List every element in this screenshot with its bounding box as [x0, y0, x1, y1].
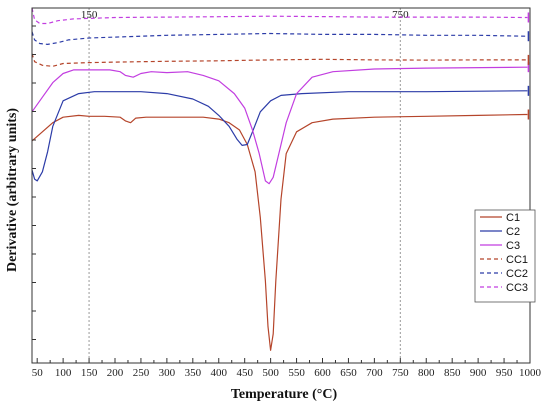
legend-label-cc2: CC2	[506, 268, 528, 280]
x-tick-label: 950	[496, 367, 513, 379]
legend-label-c2: C2	[506, 226, 520, 238]
series-layer	[31, 7, 530, 351]
legend: C1 C2 C3 CC1 CC2 CC3	[474, 209, 536, 303]
x-tick-label: 750	[392, 367, 409, 379]
legend-box	[474, 209, 536, 303]
legend-label-c3: C3	[506, 240, 520, 252]
series-line-c2	[31, 90, 528, 182]
x-axis: 50 100 150 200 250 300 350 400 450 500 550 600 650 70…	[32, 358, 542, 379]
x-tick-label: 1000	[519, 367, 542, 379]
x-tick-label: 800	[418, 367, 435, 379]
x-tick-label: 300	[159, 367, 176, 379]
x-tick-label: 400	[211, 367, 228, 379]
x-tick-label: 150	[81, 367, 98, 379]
x-tick-label: 50	[32, 367, 44, 379]
reference-line-label: 150	[81, 9, 98, 21]
x-tick-label: 200	[107, 367, 124, 379]
series-line-cc1	[31, 53, 528, 67]
series-line-c1	[31, 113, 528, 351]
x-tick-label: 450	[236, 367, 253, 379]
series-line-cc3	[31, 7, 528, 25]
legend-label-cc1: CC1	[506, 254, 528, 266]
x-tick-label: 250	[133, 367, 150, 379]
x-tick-label: 550	[288, 367, 305, 379]
x-tick-label: 700	[366, 367, 383, 379]
x-tick-label: 600	[314, 367, 331, 379]
plot-frame	[31, 7, 531, 364]
series-line-cc2	[31, 31, 528, 45]
x-tick-label: 350	[185, 367, 202, 379]
legend-label-cc3: CC3	[506, 282, 528, 294]
reference-line-label: 750	[392, 9, 409, 21]
y-axis-title: Derivative (arbitrary units)	[5, 108, 20, 272]
x-tick-label: 650	[340, 367, 357, 379]
x-tick-label: 100	[55, 367, 72, 379]
x-tick-label: 850	[444, 367, 461, 379]
y-axis	[32, 25, 36, 340]
x-axis-title: Temperature (°C)	[231, 387, 338, 402]
x-tick-label: 500	[262, 367, 279, 379]
legend-label-c1: C1	[506, 212, 520, 224]
x-tick-label: 900	[470, 367, 487, 379]
series-line-c3	[31, 66, 528, 185]
